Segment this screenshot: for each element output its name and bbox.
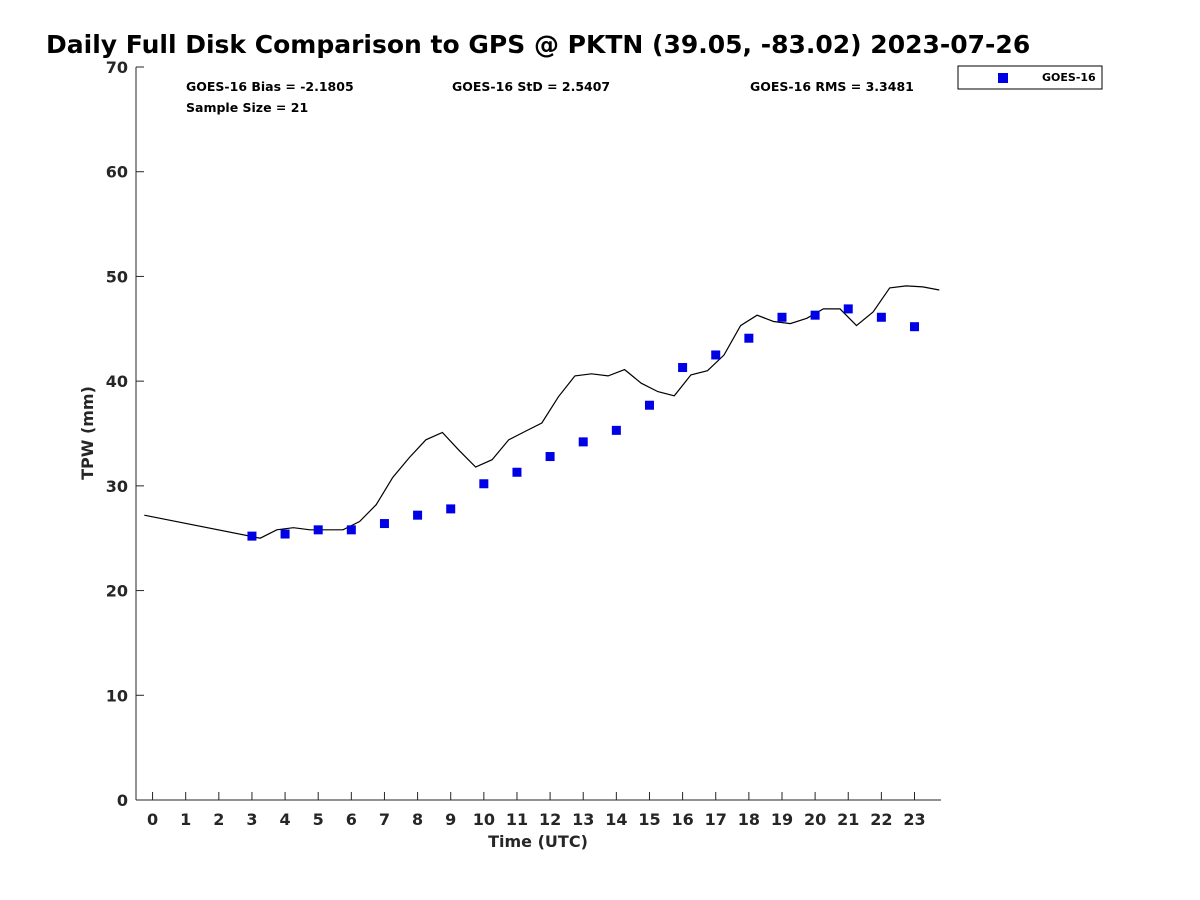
stats-annotations: GOES-16 Bias = -2.1805 GOES-16 StD = 2.5…: [186, 79, 914, 115]
goes16-marker: [843, 304, 853, 314]
x-tick-label: 7: [379, 810, 390, 829]
goes16-marker: [876, 312, 886, 322]
y-tick-label: 60: [106, 163, 128, 182]
x-tick-label: 6: [346, 810, 357, 829]
x-tick-label: 17: [705, 810, 727, 829]
x-tick-label: 0: [147, 810, 158, 829]
x-tick-label: 20: [804, 810, 826, 829]
y-tick-label: 50: [106, 267, 128, 286]
x-tick-label: 3: [246, 810, 257, 829]
x-tick-label: 10: [473, 810, 495, 829]
x-tick-label: 9: [445, 810, 456, 829]
goes16-marker: [744, 333, 754, 343]
x-tick-label: 21: [837, 810, 859, 829]
x-tick-label: 12: [539, 810, 561, 829]
std-annotation: GOES-16 StD = 2.5407: [452, 79, 610, 94]
goes16-marker: [280, 529, 290, 539]
goes16-marker: [545, 452, 555, 462]
x-axis-label: Time (UTC): [488, 832, 588, 851]
y-tick-label: 20: [106, 582, 128, 601]
bias-annotation: GOES-16 Bias = -2.1805: [186, 79, 354, 94]
goes16-marker: [313, 525, 323, 535]
x-tick-label: 13: [572, 810, 594, 829]
goes16-marker: [346, 525, 356, 535]
goes16-marker: [909, 322, 919, 332]
goes16-marker: [611, 425, 621, 435]
sample-size-annotation: Sample Size = 21: [186, 100, 308, 115]
goes16-marker: [446, 504, 456, 514]
goes16-marker: [413, 510, 423, 520]
goes16-marker: [578, 437, 588, 447]
y-tick-label: 10: [106, 686, 128, 705]
x-tick-label: 14: [605, 810, 627, 829]
x-tick-label: 11: [506, 810, 528, 829]
legend: GOES-16: [957, 65, 1103, 90]
goes16-marker: [678, 363, 688, 373]
goes16-marker: [479, 479, 489, 489]
x-tick-label: 4: [280, 810, 291, 829]
marker-layer: [247, 304, 919, 541]
x-tick-label: 18: [738, 810, 760, 829]
x-tick-label: 2: [213, 810, 224, 829]
legend-label: GOES-16: [1042, 71, 1096, 84]
y-tick-label: 30: [106, 477, 128, 496]
x-tick-label: 19: [771, 810, 793, 829]
x-tick-label: 16: [671, 810, 693, 829]
y-tick-label: 70: [106, 58, 128, 77]
goes16-marker: [777, 312, 787, 322]
x-tick-label: 22: [870, 810, 892, 829]
y-tick-label: 0: [117, 791, 128, 810]
legend-marker: [998, 73, 1008, 83]
chart-title: Daily Full Disk Comparison to GPS @ PKTN…: [46, 30, 1031, 59]
goes16-marker: [810, 310, 820, 320]
x-tick-label: 15: [638, 810, 660, 829]
x-tick-label: 23: [903, 810, 925, 829]
x-tick-label: 5: [313, 810, 324, 829]
goes16-marker: [644, 400, 654, 410]
x-tick-label: 1: [180, 810, 191, 829]
y-axis-label: TPW (mm): [78, 386, 97, 480]
goes16-marker: [512, 467, 522, 477]
y-tick-label: 40: [106, 372, 128, 391]
goes16-marker: [247, 531, 257, 541]
line-layer: [144, 285, 940, 539]
goes16-marker: [711, 350, 721, 360]
gps-tpw-line: [144, 285, 940, 539]
goes16-marker: [379, 519, 389, 529]
legend-box: [957, 65, 1103, 90]
x-tick-label: 8: [412, 810, 423, 829]
rms-annotation: GOES-16 RMS = 3.3481: [750, 79, 914, 94]
